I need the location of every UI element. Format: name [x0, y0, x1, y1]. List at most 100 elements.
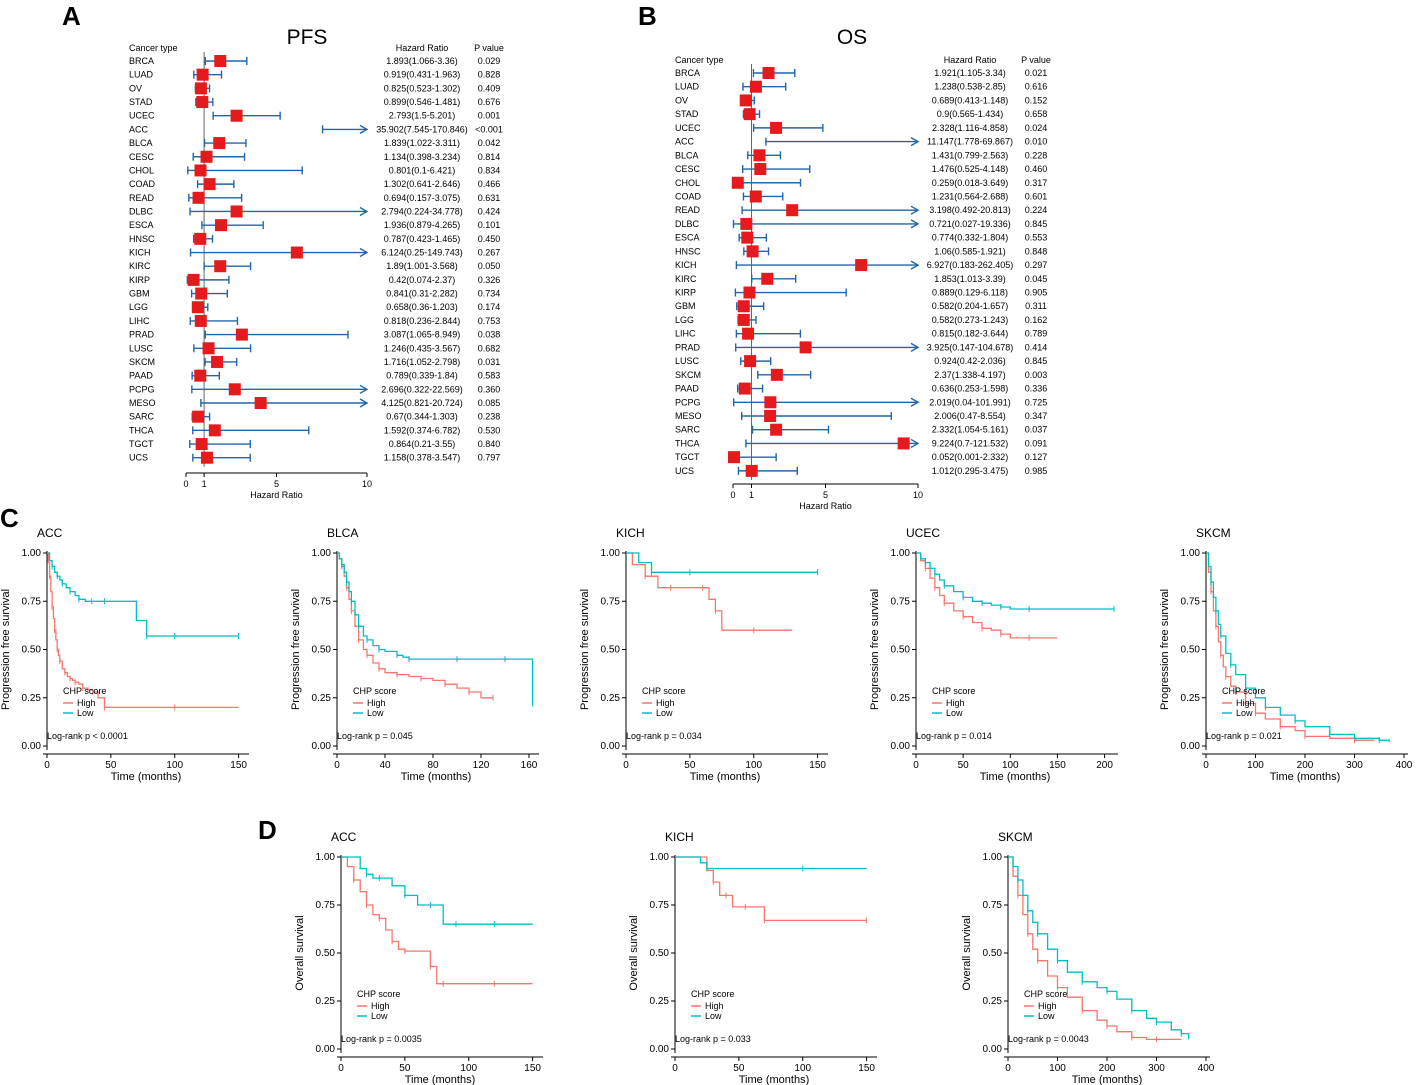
forest-row: HNSC 0.787(0.423-1.465) 0.450 — [129, 232, 500, 245]
p-value: 0.228 — [1025, 150, 1048, 160]
hazard-ratio-value: 1.893(1.066-3.36) — [386, 56, 458, 66]
hazard-box — [770, 121, 783, 134]
forest-row: PAAD 0.789(0.339-1.84) 0.583 — [129, 369, 501, 382]
x-tick-label: 0 — [1203, 760, 1209, 771]
hazard-box — [764, 396, 777, 409]
cancer-type-label: GBM — [675, 301, 696, 311]
forest-row: PCPG 2.696(0.322-22.569) 0.360 — [129, 383, 501, 396]
hazard-box — [254, 397, 267, 409]
x-axis-title: Time (months) — [690, 771, 761, 783]
x-tick-label: 50 — [399, 1063, 411, 1074]
hazard-box — [746, 245, 759, 258]
y-axis-title: Progression free survival — [0, 589, 12, 710]
p-value: 0.631 — [478, 193, 501, 203]
cancer-type-label: SKCM — [129, 357, 155, 367]
hazard-ratio-value: 1.238(0.538-2.85) — [934, 82, 1006, 92]
y-tick-label: 0.25 — [983, 996, 1003, 1007]
y-axis-title: Progression free survival — [290, 589, 302, 710]
survival-curve-low — [1008, 856, 1190, 1040]
survival-curve-high — [916, 552, 1058, 639]
forest-row: KIRP 0.889(0.129-6.118) 0.905 — [675, 286, 1047, 299]
hazard-ratio-value: 1.231(0.564-2.688) — [932, 191, 1009, 201]
forest-title: PFS — [287, 26, 328, 49]
y-tick-label: 0.50 — [1181, 645, 1201, 656]
legend-label-high: High — [77, 698, 96, 708]
cancer-type-label: KIRP — [675, 288, 696, 298]
p-value: 0.676 — [478, 97, 501, 107]
hazard-box — [214, 55, 227, 67]
km-title: SKCM — [1196, 526, 1231, 540]
x-tick-label: 50 — [684, 760, 696, 771]
hazard-box — [741, 231, 754, 244]
cancer-type-label: ESCA — [675, 233, 700, 243]
p-value: 0.601 — [1025, 191, 1048, 201]
y-tick-label: 0.25 — [312, 693, 332, 704]
cancer-type-label: LUSC — [129, 343, 154, 353]
forest-row: ESCA 1.936(0.879-4.265) 0.101 — [129, 219, 500, 232]
p-value: 0.753 — [478, 316, 501, 326]
y-tick-label: 1.00 — [983, 852, 1003, 863]
y-tick-label: 0.25 — [891, 693, 911, 704]
p-value: 0.814 — [478, 152, 501, 162]
cancer-type-label: LIHC — [129, 316, 150, 326]
cancer-type-label: HNSC — [675, 246, 701, 256]
hazard-ratio-value: 0.815(0.182-3.644) — [932, 329, 1009, 339]
panel-label-b: B — [638, 1, 657, 31]
x-tick-label: 300 — [1148, 1063, 1165, 1074]
forest-row: BLCA 1.839(1.022-3.311) 0.042 — [129, 137, 500, 150]
panel-label-a: A — [62, 1, 81, 31]
p-value: 0.840 — [478, 439, 501, 449]
hazard-ratio-value: 2.37(1.338-4.197) — [934, 370, 1006, 380]
km-title: ACC — [331, 830, 357, 844]
forest-row: HNSC 1.06(0.585-1.921) 0.848 — [675, 245, 1047, 258]
p-value: 0.050 — [478, 261, 501, 271]
hazard-box — [213, 137, 226, 150]
y-tick-label: 1.00 — [601, 548, 621, 559]
km-title: KICH — [616, 526, 645, 540]
p-value: 0.583 — [478, 371, 501, 381]
legend-label-high: High — [1236, 698, 1255, 708]
p-value: 0.297 — [1025, 260, 1048, 270]
hazard-ratio-value: 0.924(0.42-2.036) — [934, 356, 1006, 366]
col-header-hazard-ratio: Hazard Ratio — [944, 55, 997, 65]
hazard-ratio-value: 2.794(0.224-34.778) — [381, 206, 463, 216]
log-rank-p-value: Log-rank p = 0.014 — [916, 731, 992, 741]
cancer-type-label: BLCA — [675, 150, 699, 160]
cancer-type-label: THCA — [675, 438, 700, 448]
hazard-box — [897, 437, 910, 450]
forest-row: DLBC 2.794(0.224-34.778) 0.424 — [129, 205, 500, 218]
hazard-ratio-value: 1.853(1.013-3.39) — [934, 274, 1006, 284]
cancer-type-label: PAAD — [129, 371, 153, 381]
log-rank-p-value: Log-rank p < 0.0001 — [47, 731, 128, 741]
y-tick-label: 0.25 — [650, 996, 670, 1007]
forest-row: CESC 1.134(0.398-3.234) 0.814 — [129, 150, 501, 163]
x-tick-label: 100 — [1049, 1063, 1066, 1074]
hazard-ratio-value: 9.224(0.7-121.532) — [932, 438, 1009, 448]
cancer-type-label: UCEC — [129, 111, 155, 121]
x-tick-label: 10 — [362, 479, 372, 489]
p-value: 0.021 — [1025, 68, 1048, 78]
p-value: 0.360 — [478, 384, 501, 394]
hazard-ratio-value: 0.801(0.1-6.421) — [389, 165, 456, 175]
y-axis-title: Progression free survival — [869, 589, 881, 710]
cancer-type-label: CHOL — [129, 165, 154, 175]
hazard-box — [192, 410, 205, 423]
y-tick-label: 0.25 — [316, 996, 336, 1007]
cancer-type-label: LUAD — [675, 82, 700, 92]
cancer-type-label: SKCM — [675, 370, 701, 380]
x-axis-title: Hazard Ratio — [250, 490, 303, 500]
log-rank-p-value: Log-rank p = 0.021 — [1206, 731, 1282, 741]
y-tick-label: 0.50 — [316, 948, 336, 959]
x-tick-label: 50 — [958, 760, 970, 771]
forest-row: LGG 0.658(0.36-1.203) 0.174 — [129, 301, 500, 314]
forest-row: ESCA 0.774(0.332-1.804) 0.553 — [675, 231, 1047, 244]
forest-row: MESO 2.006(0.47-8.554) 0.347 — [675, 410, 1047, 422]
forest-row: THCA 9.224(0.7-121.532) 0.091 — [675, 437, 1047, 450]
x-tick-label: 200 — [1096, 760, 1113, 771]
cancer-type-label: LGG — [129, 302, 148, 312]
y-tick-label: 0.00 — [312, 741, 332, 752]
x-tick-label: 400 — [1396, 760, 1413, 771]
cancer-type-label: KIRC — [675, 274, 697, 284]
hazard-ratio-value: 2.332(1.054-5.161) — [932, 425, 1009, 435]
cancer-type-label: UCS — [675, 466, 694, 476]
